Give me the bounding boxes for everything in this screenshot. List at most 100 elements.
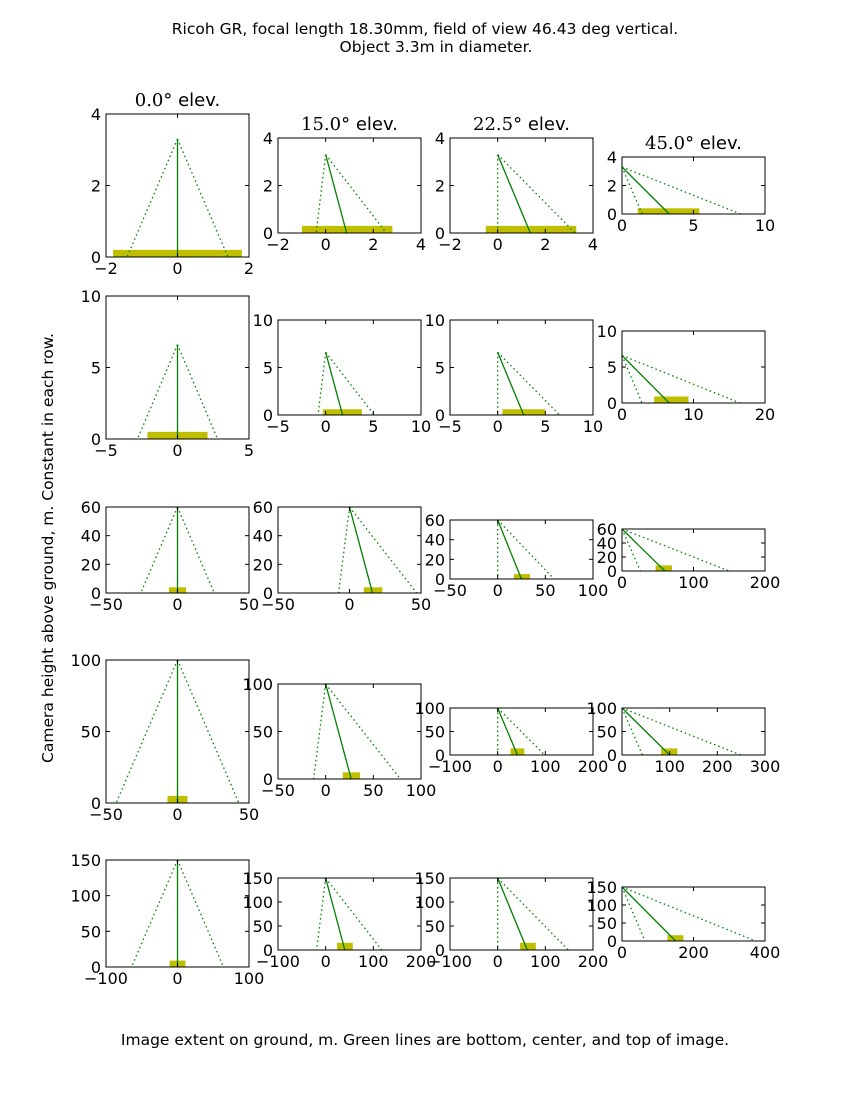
- object-bar-r2c2: [513, 574, 531, 579]
- object-bar-r4c1: [337, 942, 353, 950]
- y-tick-label-r2c1-0: 0: [263, 584, 273, 603]
- center-ray-r3c3: [622, 708, 671, 755]
- x-tick-label-r4c3-1: 200: [678, 943, 709, 962]
- x-tick-label-r4c1-3: 200: [406, 952, 437, 971]
- x-tick-label-r2c0-0: −50: [89, 595, 123, 614]
- y-tick-label-r3c1-2: 100: [242, 675, 273, 694]
- plot-area-r0c2: [485, 154, 577, 233]
- x-tick-label-r0c3-1: 5: [688, 216, 698, 235]
- x-tick-label-r4c2-0: −100: [428, 952, 472, 971]
- plot-area-r2c1: [337, 507, 418, 593]
- x-tick-label-r4c2-2: 100: [530, 952, 561, 971]
- x-tick-label-r4c2-1: 0: [493, 952, 503, 971]
- x-tick-label-r0c2-1: 0: [493, 235, 503, 254]
- x-tick-label-r3c0-2: 50: [239, 805, 259, 824]
- y-tick-label-r2c2-0: 0: [435, 570, 445, 589]
- y-tick-label-r4c0-3: 150: [70, 851, 101, 870]
- object-bar-r2c1: [363, 587, 383, 593]
- x-tick-label-r1c2-3: 10: [583, 417, 603, 436]
- x-tick-label-r3c1-0: −50: [261, 781, 295, 800]
- panel-r1c3: 0 10 20 0 5 10: [597, 322, 776, 424]
- y-tick-label-r2c1-1: 20: [253, 555, 273, 574]
- y-tick-label-r0c2-0: 0: [435, 224, 445, 243]
- y-tick-label-r2c2-3: 60: [425, 511, 445, 530]
- x-tick-label-r1c3-2: 20: [755, 405, 775, 424]
- top-ray-r4c3: [622, 887, 756, 941]
- y-tick-label-r4c3-2: 100: [586, 896, 617, 915]
- y-tick-label-r1c1-2: 10: [253, 311, 273, 330]
- x-tick-label-r1c2-1: 0: [493, 417, 503, 436]
- y-tick-label-r3c0-0: 0: [91, 794, 101, 813]
- plot-area-r4c3: [622, 887, 756, 941]
- x-tick-label-r1c3-0: 0: [617, 405, 627, 424]
- x-tick-label-r2c3-2: 200: [750, 573, 781, 592]
- x-tick-label-r3c2-0: −100: [428, 757, 472, 776]
- column-title-1: 15.0° elev.: [301, 114, 398, 135]
- y-tick-label-r3c3-1: 50: [597, 723, 617, 742]
- x-tick-label-r0c1-1: 0: [321, 235, 331, 254]
- object-bar-r0c2: [485, 225, 577, 233]
- y-tick-label-r1c0-0: 0: [91, 430, 101, 449]
- y-tick-label-r3c2-2: 100: [414, 699, 445, 718]
- plot-area-r1c1: [317, 351, 375, 415]
- x-tick-label-r3c3-3: 300: [750, 757, 781, 776]
- top-ray-r2c3: [622, 529, 730, 571]
- y-tick-label-r2c3-3: 60: [597, 520, 617, 539]
- x-tick-label-r1c2-0: −5: [438, 417, 462, 436]
- plot-area-r2c3: [622, 529, 730, 571]
- y-tick-label-r0c1-2: 4: [263, 129, 273, 148]
- y-tick-label-r2c3-0: 0: [607, 562, 617, 581]
- y-tick-label-r2c1-2: 40: [253, 527, 273, 546]
- y-tick-label-r0c3-2: 4: [607, 148, 617, 167]
- x-tick-label-r1c1-3: 10: [411, 417, 431, 436]
- x-tick-label-r0c1-0: −2: [266, 235, 290, 254]
- figure-title-line1: Ricoh GR, focal length 18.30mm, field of…: [172, 20, 678, 38]
- x-tick-label-r1c0-2: 5: [244, 441, 254, 460]
- x-tick-label-r3c2-1: 0: [493, 757, 503, 776]
- y-tick-label-r2c1-3: 60: [253, 498, 273, 517]
- x-tick-label-r4c3-2: 400: [750, 943, 781, 962]
- x-tick-label-r1c3-1: 10: [683, 405, 703, 424]
- y-tick-label-r3c0-1: 50: [81, 723, 101, 742]
- y-tick-label-r4c1-3: 150: [242, 869, 273, 888]
- y-tick-label-r1c3-2: 10: [597, 322, 617, 341]
- x-tick-label-r3c2-2: 100: [530, 757, 561, 776]
- x-tick-label-r2c2-1: 0: [493, 581, 503, 600]
- top-ray-r3c3: [622, 708, 741, 755]
- x-tick-label-r0c1-3: 4: [416, 235, 426, 254]
- top-ray-r3c2: [497, 708, 546, 755]
- bottom-ray-r1c1: [317, 352, 327, 415]
- figure-xlabel: Image extent on ground, m. Green lines a…: [121, 1031, 729, 1049]
- center-ray-r0c3: [622, 166, 670, 214]
- center-ray-r4c3: [622, 887, 677, 941]
- column-titles-group: 0.0° elev. 15.0° elev. 22.5° elev. 45.0° el…: [135, 90, 742, 154]
- y-tick-label-r1c0-2: 10: [81, 287, 101, 306]
- object-bar-r1c2: [502, 409, 546, 415]
- bottom-ray-r2c1: [337, 507, 351, 593]
- plot-area-r3c1: [312, 684, 401, 779]
- plot-area-r0c1: [301, 154, 393, 233]
- x-tick-label-r3c0-1: 0: [172, 805, 182, 824]
- x-tick-label-r3c2-3: 200: [578, 757, 609, 776]
- x-tick-label-r2c2-2: 50: [535, 581, 555, 600]
- object-bar-r2c3: [655, 565, 673, 571]
- column-title-0: 0.0° elev.: [135, 90, 221, 111]
- x-tick-label-r0c1-2: 2: [368, 235, 378, 254]
- y-tick-label-r4c2-3: 150: [414, 869, 445, 888]
- y-tick-label-r2c2-1: 20: [425, 550, 445, 569]
- y-tick-label-r1c0-1: 5: [91, 359, 101, 378]
- y-tick-label-r2c3-1: 20: [597, 548, 617, 567]
- bottom-ray-r4c3: [622, 887, 646, 941]
- y-tick-label-r3c2-0: 0: [435, 746, 445, 765]
- y-tick-label-r3c1-1: 50: [253, 723, 273, 742]
- x-tick-label-r2c1-0: −50: [261, 595, 295, 614]
- y-tick-label-r4c2-1: 50: [425, 917, 445, 936]
- y-tick-label-r4c2-2: 100: [414, 893, 445, 912]
- panel-r0c3: 0 5 10 0 2 4: [607, 148, 775, 235]
